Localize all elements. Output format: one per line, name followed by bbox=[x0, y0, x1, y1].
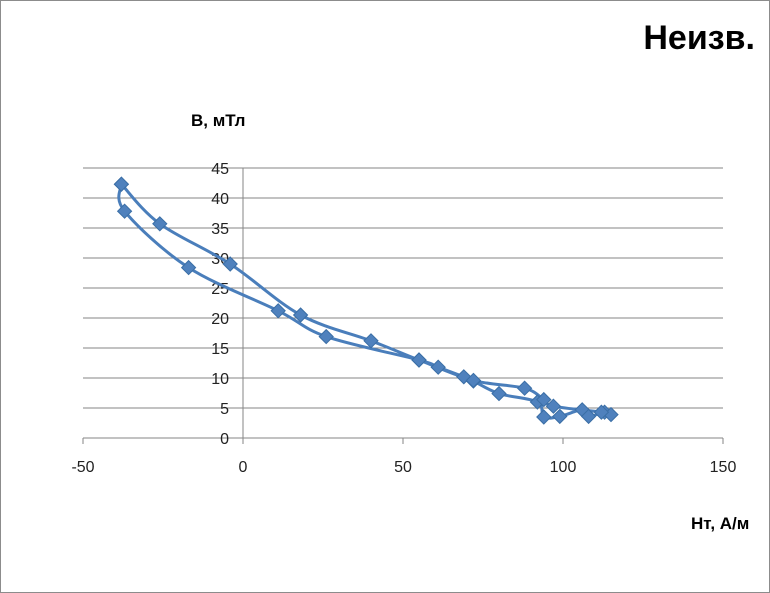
data-point bbox=[545, 398, 562, 414]
y-tick-label: 0 bbox=[220, 431, 229, 448]
y-tick-label: 15 bbox=[211, 341, 229, 358]
data-point bbox=[552, 408, 568, 425]
data-point bbox=[536, 409, 552, 425]
data-point bbox=[363, 333, 379, 349]
data-point bbox=[593, 404, 610, 420]
data-point bbox=[116, 203, 133, 219]
data-point bbox=[465, 372, 482, 389]
data-point bbox=[270, 303, 286, 319]
data-point bbox=[180, 259, 197, 276]
chart-title: Неизв. bbox=[643, 19, 755, 57]
x-tick-label: 0 bbox=[239, 459, 248, 476]
data-point bbox=[580, 408, 597, 425]
y-tick-label: 20 bbox=[211, 311, 229, 328]
x-tick-label: 50 bbox=[394, 459, 412, 476]
data-point bbox=[516, 380, 533, 396]
data-point bbox=[222, 256, 238, 272]
data-point bbox=[430, 359, 446, 375]
series-line bbox=[117, 183, 613, 420]
x-tick-label: -50 bbox=[71, 459, 94, 476]
data-point bbox=[292, 307, 309, 323]
y-axis-label: В, мТл bbox=[191, 111, 246, 130]
y-tick-label: 45 bbox=[211, 161, 229, 178]
data-point bbox=[411, 352, 427, 368]
x-tick-label: 150 bbox=[710, 459, 737, 476]
x-axis-label: Hт, А/м bbox=[691, 514, 750, 533]
data-point bbox=[152, 216, 168, 232]
y-tick-label: 5 bbox=[220, 401, 229, 418]
data-point bbox=[113, 176, 130, 192]
y-tick-label: 10 bbox=[211, 371, 229, 388]
x-tick-label: 100 bbox=[550, 459, 577, 476]
y-tick-label: 35 bbox=[211, 221, 229, 238]
data-point bbox=[536, 391, 552, 408]
data-point bbox=[491, 385, 507, 402]
y-tick-label: 40 bbox=[211, 191, 229, 208]
data-point bbox=[318, 328, 334, 345]
